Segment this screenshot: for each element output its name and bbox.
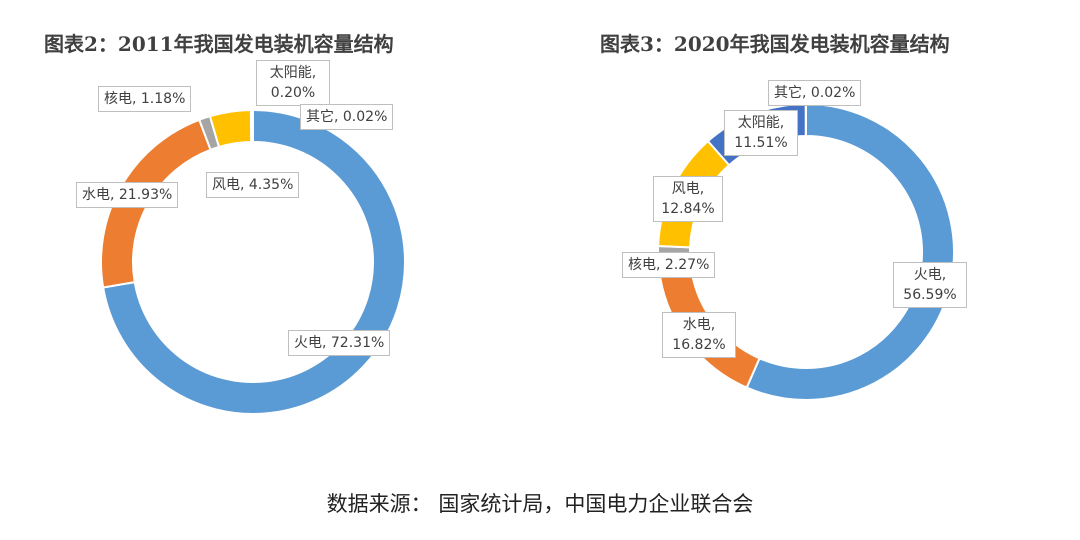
chart1-title: 图表2：2011年我国发电装机容量结构 — [44, 32, 394, 56]
chart1-label-hydro: 水电, 21.93% — [76, 182, 179, 208]
chart1-label-solar: 太阳能, 0.20% — [256, 60, 330, 106]
chart2-label-hydro: 水电, 16.82% — [662, 312, 736, 358]
chart1-label-wind: 风电, 4.35% — [206, 172, 300, 198]
source-note: 数据来源： 国家统计局，中国电力企业联合会 — [326, 492, 754, 516]
chart1-label-nuclear: 核电, 1.18% — [98, 86, 192, 112]
chart2-title: 图表3：2020年我国发电装机容量结构 — [600, 32, 950, 56]
chart2-label-nuclear: 核电, 2.27% — [622, 252, 716, 278]
chart1-label-thermal: 火电, 72.31% — [288, 330, 391, 356]
chart1-slice-thermal — [101, 108, 406, 415]
chart1-label-other: 其它, 0.02% — [300, 104, 394, 130]
chart2-label-other: 其它, 0.02% — [768, 80, 862, 106]
chart2-slice-thermal — [745, 102, 955, 401]
chart2-label-thermal: 火电, 56.59% — [893, 262, 967, 308]
chart2-label-solar: 太阳能, 11.51% — [724, 110, 798, 156]
chart2-label-wind: 风电, 12.84% — [653, 176, 723, 222]
